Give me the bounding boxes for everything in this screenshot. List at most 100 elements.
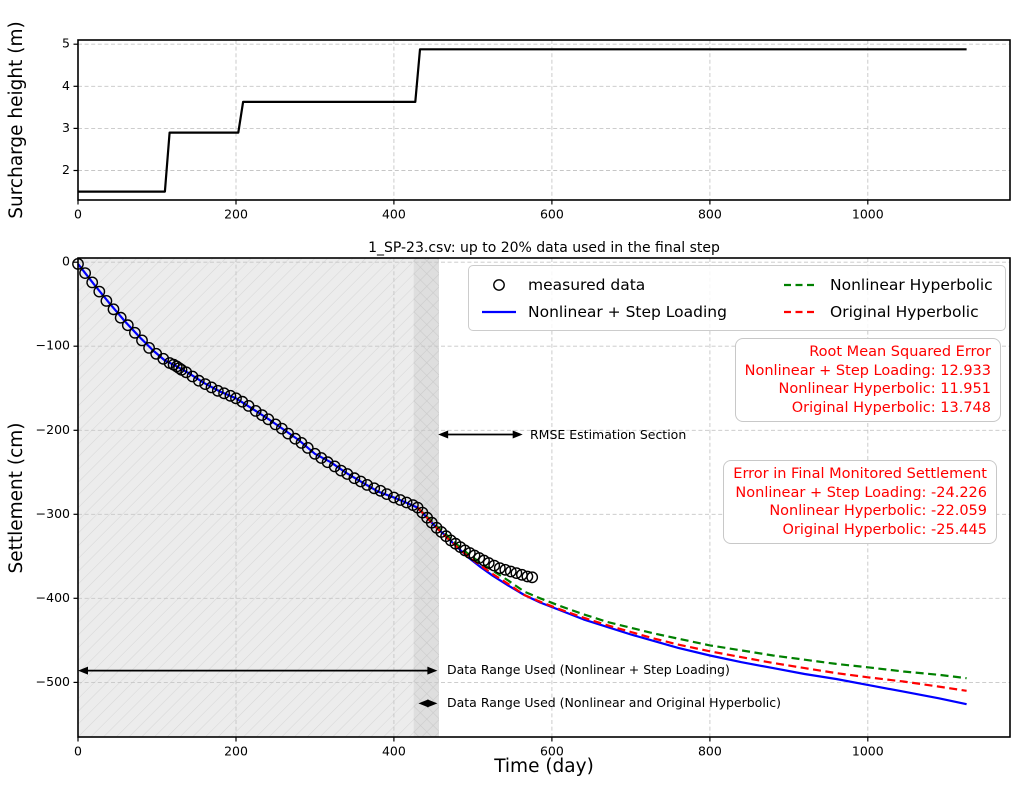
- final-error-box-title: Error in Final Monitored Settlement: [733, 466, 987, 482]
- measured-data-point: [394, 494, 407, 506]
- data-range-step-loading-label: Data Range Used (Nonlinear + Step Loadin…: [447, 662, 730, 677]
- legend-entry-nonlinear-step-loading: Nonlinear + Step Loading: [481, 299, 777, 324]
- final-error-original-hyperbolic-value: Original Hyperbolic: -25.445: [782, 521, 988, 538]
- y-tick-label: 0: [62, 254, 70, 269]
- y-tick-label: 4: [62, 78, 70, 93]
- arrow-head-right-icon: [427, 699, 438, 708]
- arrow-head-left-icon: [418, 699, 429, 708]
- series-line-nonlinear-hyperbolic: [416, 506, 967, 680]
- measured-data-point: [218, 387, 231, 400]
- measured-data-point: [186, 370, 199, 383]
- measured-data-point: [368, 482, 381, 495]
- measured-data-point: [79, 267, 92, 279]
- legend-label: measured data: [528, 275, 646, 294]
- measured-data-point: [301, 441, 314, 454]
- measured-data-point: [128, 326, 141, 339]
- measured-data-point: [143, 341, 156, 354]
- series-line-original-hyperbolic: [416, 506, 967, 692]
- arrow-head-right-icon: [512, 430, 523, 439]
- rmse-original-hyperbolic-value: Original Hyperbolic: 13.748: [791, 399, 991, 416]
- x-tick-label: 400: [382, 207, 406, 222]
- y-tick-label: −500: [36, 674, 70, 689]
- measured-data-point: [100, 294, 113, 307]
- surcharge-axes: 0 200 400 600 800 1000 2 3 4 5: [62, 36, 1011, 222]
- measured-data-point: [199, 378, 212, 390]
- measured-data-point: [121, 319, 134, 332]
- blue-solid-line-icon: [482, 310, 516, 313]
- x-tick-label: 600: [540, 207, 564, 222]
- y-tick-label: −300: [36, 506, 70, 521]
- y-tick-label: 5: [62, 36, 70, 51]
- series-line-surcharge-step-profile: [78, 48, 967, 193]
- arrow-head-left-icon: [78, 666, 88, 675]
- red-dashed-line-icon: [784, 310, 818, 313]
- data-range-hyperbolic-label: Data Range Used (Nonlinear and Original …: [447, 695, 782, 710]
- settlement-chart-title: 1_SP-23.csv: up to 20% data used in the …: [368, 240, 720, 256]
- x-tick-label: 400: [382, 744, 406, 759]
- measured-data-point: [504, 565, 517, 578]
- legend-entry-nonlinear-hyperbolic: Nonlinear Hyperbolic: [783, 272, 993, 297]
- green-dashed-line-icon: [784, 283, 818, 286]
- measured-data-point: [136, 334, 148, 347]
- measured-data-point: [493, 562, 506, 574]
- x-tick-label: 0: [74, 744, 82, 759]
- measured-data-point: [354, 475, 367, 488]
- rmse-step-loading-value: Nonlinear + Step Loading: 12.933: [744, 362, 991, 379]
- x-tick-label: 0: [74, 207, 82, 222]
- measured-data-point: [269, 418, 282, 431]
- measured-data-point: [387, 491, 400, 504]
- measured-data-point: [211, 384, 224, 397]
- settlement-axes: 0 200 400 600 800 1000 0 −100 −200 −300 −400 −500: [36, 254, 1011, 759]
- measured-data-point: [328, 460, 341, 473]
- arrow-head-right-icon: [427, 666, 438, 675]
- legend-label: Nonlinear + Step Loading: [528, 302, 727, 321]
- measured-data-point: [510, 567, 523, 579]
- measured-data-point: [374, 484, 387, 497]
- legend-entry-measured-data: measured data: [481, 272, 777, 297]
- measured-data-point: [86, 276, 99, 289]
- measured-data-point: [482, 557, 495, 569]
- measured-data-point: [335, 464, 347, 477]
- rmse-nonlinear-hyperbolic-value: Nonlinear Hyperbolic: 11.951: [778, 381, 991, 397]
- measured-data-point: [380, 488, 393, 500]
- open-circle-marker-icon: [493, 278, 505, 291]
- y-tick-label: 3: [62, 120, 70, 135]
- measured-data-point: [289, 432, 302, 445]
- measured-data-point: [308, 447, 321, 460]
- measured-data-point: [488, 559, 501, 572]
- measured-data-point: [499, 563, 512, 576]
- measured-data-point: [180, 366, 193, 379]
- measured-data-point: [526, 571, 539, 584]
- x-tick-label: 200: [224, 207, 248, 222]
- measured-data-point: [521, 570, 534, 583]
- surcharge-y-axis-label: Surcharge height (m): [6, 21, 27, 219]
- measured-data-point: [249, 404, 262, 417]
- x-tick-label: 200: [224, 744, 248, 759]
- measured-data-point: [205, 381, 218, 394]
- final-error-step-loading-value: Nonlinear + Step Loading: -24.226: [735, 484, 987, 501]
- axes-frame: [77, 39, 1011, 201]
- legend: measured data Nonlinear Hyperbolic Nonli…: [468, 265, 1006, 331]
- measured-data-point: [348, 472, 361, 485]
- measured-data-point: [315, 452, 328, 464]
- y-tick-label: −100: [36, 338, 70, 353]
- x-tick-label: 1000: [852, 207, 884, 222]
- settlement-x-axis-label: Time (day): [493, 756, 594, 777]
- measured-data-point: [256, 409, 268, 421]
- y-tick-label: −400: [36, 590, 70, 605]
- measured-data-point: [157, 352, 170, 365]
- measured-data-point: [114, 311, 127, 324]
- arrow-head-left-icon: [438, 430, 449, 439]
- final-error-nonlinear-hyperbolic-value: Nonlinear Hyperbolic: -22.059: [769, 503, 987, 519]
- measured-data-point: [93, 285, 106, 298]
- settlement-y-axis-label: Settlement (cm): [6, 422, 27, 573]
- legend-label: Original Hyperbolic: [830, 302, 979, 321]
- rmse-box: Root Mean Squared Error Nonlinear + Step…: [734, 338, 1001, 422]
- measured-data-point: [236, 395, 249, 408]
- measured-data-point: [192, 374, 205, 387]
- measured-data-point: [224, 389, 237, 402]
- axes-frame: [77, 257, 1011, 738]
- x-tick-label: 800: [698, 744, 722, 759]
- hyperbolic-data-range-region: [413, 258, 439, 737]
